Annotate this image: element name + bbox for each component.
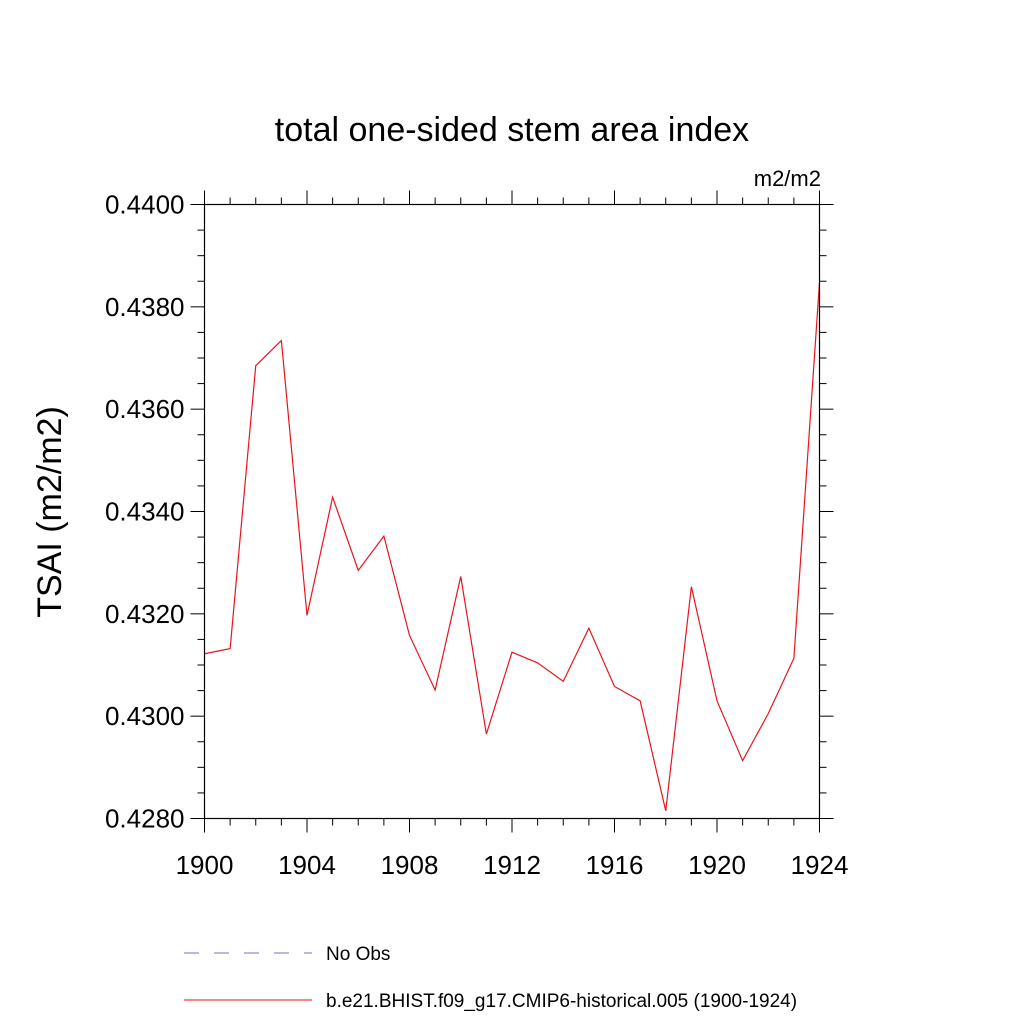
legend: No Obs b.e21.BHIST.f09_g17.CMIP6-historic… [184,944,797,1012]
x-tick-label: 1920 [688,850,746,880]
x-tick-label: 1912 [483,850,541,880]
series-line [204,282,821,811]
legend-label: No Obs [326,944,390,965]
x-tick-label: 1916 [586,850,644,880]
x-tick-labels: 1900 1904 1908 1912 1916 1920 1924 [176,850,849,880]
y-tick-label: 0.4300 [105,701,185,731]
x-tick-label: 1904 [278,850,336,880]
units-label: m2/m2 [754,166,821,191]
y-tick-label: 0.4320 [105,599,185,629]
x-tick-label: 1908 [381,850,439,880]
y-tick-labels: 0.4280 0.4300 0.4320 0.4340 0.4360 0.4380 0.44… [105,190,185,834]
chart-title: total one-sided stem area index [275,111,749,149]
major-ticks [190,190,834,833]
minor-ticks [197,197,827,826]
legend-label: b.e21.BHIST.f09_g17.CMIP6-historical.005… [326,991,797,1012]
y-tick-label: 0.4380 [105,292,185,322]
y-tick-label: 0.4280 [105,804,185,834]
x-tick-label: 1924 [791,850,849,880]
series-layer [204,282,821,811]
plot-frame [203,203,821,820]
y-tick-label: 0.4400 [105,190,185,220]
y-axis-label: TSAI (m2/m2) [31,406,69,618]
y-tick-label: 0.4360 [105,394,185,424]
x-tick-label: 1900 [176,850,234,880]
y-tick-label: 0.4340 [105,497,185,527]
